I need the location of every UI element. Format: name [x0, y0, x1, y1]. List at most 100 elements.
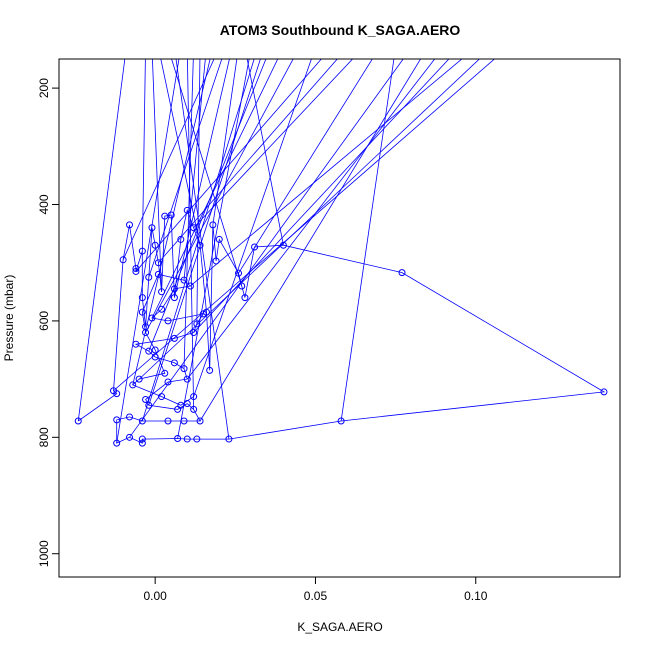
- data-point: [138, 439, 146, 447]
- series-segment: [158, 59, 338, 263]
- series-segment: [174, 59, 230, 298]
- data-point: [132, 265, 140, 273]
- series-segment: [177, 59, 250, 439]
- data-point: [206, 366, 214, 374]
- series-segment: [246, 59, 284, 246]
- x-axis: 0.00 0.05 0.10: [143, 577, 488, 603]
- data-point: [154, 270, 162, 278]
- data-point: [74, 417, 82, 425]
- series-segment: [116, 59, 180, 444]
- series-segment: [193, 59, 312, 397]
- data-point: [164, 417, 172, 425]
- data-point: [129, 381, 137, 389]
- data-point: [190, 393, 198, 401]
- data-point: [158, 393, 166, 401]
- data-point: [151, 346, 159, 354]
- series-segment: [190, 59, 463, 287]
- y-axis: 200 400 600 800 1000: [37, 78, 59, 567]
- data-point: [177, 235, 185, 243]
- data-point: [126, 413, 134, 421]
- series-segment: [238, 59, 373, 274]
- series-segment: [340, 59, 395, 422]
- series-segment: [193, 59, 450, 333]
- data-point: [138, 308, 146, 316]
- data-point: [167, 211, 175, 219]
- data-point: [161, 212, 169, 220]
- data-point: [142, 395, 150, 403]
- data-point: [126, 221, 134, 229]
- data-point: [190, 224, 198, 232]
- y-tick-label: 1000: [37, 540, 51, 567]
- series-segment: [148, 59, 261, 406]
- plot-frame: [58, 58, 621, 578]
- data-point: [180, 417, 188, 425]
- data-point: [180, 365, 188, 373]
- data-point: [183, 375, 191, 383]
- data-point: [132, 340, 140, 348]
- data-point: [193, 320, 201, 328]
- data-point: [151, 241, 159, 249]
- data-point: [164, 378, 172, 386]
- data-point: [199, 310, 207, 318]
- data-point: [251, 243, 259, 251]
- series-segment: [196, 59, 201, 324]
- series-segment: [175, 59, 230, 440]
- data-point: [142, 329, 150, 337]
- data-point: [138, 294, 146, 302]
- data-point: [209, 221, 217, 229]
- series-segment: [152, 59, 162, 292]
- x-tick-label: 0.05: [304, 589, 328, 603]
- data-point: [170, 285, 178, 293]
- data-point: [145, 347, 153, 355]
- series-segment: [141, 59, 146, 252]
- data-point: [190, 405, 198, 413]
- data-point: [225, 435, 233, 443]
- data-point: [158, 288, 166, 296]
- data-point: [113, 416, 121, 424]
- series-segment: [199, 59, 422, 422]
- data-point: [180, 276, 188, 284]
- series-segment: [193, 59, 354, 229]
- series-segment: [141, 59, 255, 422]
- data-point: [241, 294, 249, 302]
- chart-title: ATOM3 Southbound K_SAGA.AERO: [220, 22, 461, 38]
- x-axis-label: K_SAGA.AERO: [297, 620, 382, 634]
- series-segment: [77, 59, 126, 422]
- series-segment: [113, 59, 496, 392]
- data-point: [148, 224, 156, 232]
- data-point: [119, 256, 127, 264]
- data-point: [337, 417, 345, 425]
- series-points: [74, 206, 608, 447]
- x-tick-label: 0.10: [464, 589, 488, 603]
- data-point: [148, 314, 156, 322]
- series-segment: [132, 59, 211, 386]
- data-point: [174, 434, 182, 442]
- data-point: [135, 375, 143, 383]
- y-tick-label: 600: [37, 311, 51, 331]
- data-point: [177, 401, 185, 409]
- data-point: [238, 282, 246, 290]
- data-point: [158, 305, 166, 313]
- data-point: [138, 247, 146, 255]
- data-point: [154, 259, 162, 267]
- data-point: [279, 241, 287, 249]
- series-segment: [122, 59, 215, 260]
- data-point: [196, 241, 204, 249]
- series-lines: [77, 59, 606, 444]
- data-point: [164, 317, 172, 325]
- data-point: [186, 282, 194, 290]
- data-point: [183, 435, 191, 443]
- data-point: [145, 273, 153, 281]
- data-point: [215, 235, 223, 243]
- y-tick-label: 200: [37, 78, 51, 98]
- data-point: [170, 334, 178, 342]
- data-point: [170, 359, 178, 367]
- data-point: [600, 388, 608, 396]
- data-point: [193, 435, 201, 443]
- series-segment: [138, 59, 480, 380]
- series-segment: [160, 59, 201, 246]
- data-point: [138, 435, 146, 443]
- series-segment: [148, 59, 223, 278]
- series-segment: [135, 59, 322, 272]
